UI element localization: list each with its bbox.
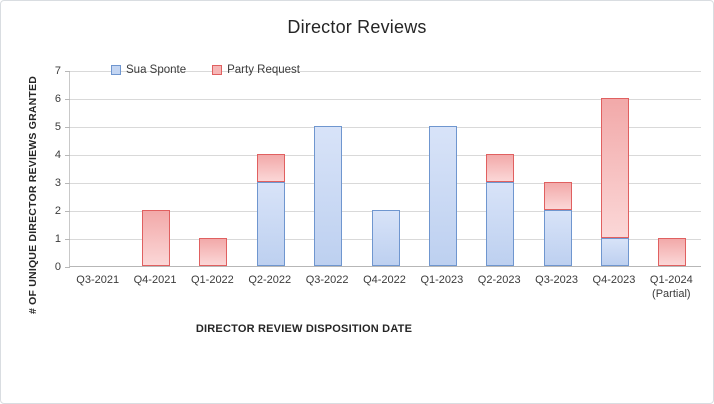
bar-segment-party-request bbox=[256, 154, 285, 182]
x-tick-label: Q3-2023 bbox=[535, 274, 578, 286]
legend: Sua Sponte Party Request bbox=[111, 64, 300, 76]
legend-swatch bbox=[111, 65, 121, 75]
bar-segment-party-request bbox=[486, 154, 515, 182]
y-axis-title: # OF UNIQUE DIRECTOR REVIEWS GRANTED bbox=[27, 75, 39, 315]
y-tick-mark bbox=[65, 71, 70, 72]
x-tick-label: Q3-2021 bbox=[76, 274, 120, 286]
x-tick-label: Q1-2023 bbox=[420, 274, 464, 286]
chart-title: Director Reviews bbox=[287, 17, 427, 37]
y-tick-mark bbox=[65, 183, 70, 184]
x-axis: Q3-2021 Q4-2021 Q1-2022 Q2-2022 Q3-2022 Q4-20… bbox=[69, 273, 701, 317]
bar-segment-sua-sponte bbox=[314, 126, 343, 266]
x-axis-title: DIRECTOR REVIEW DISPOSITION DATE bbox=[195, 323, 413, 335]
y-tick-label: 0 bbox=[54, 261, 61, 273]
bar-segment-party-request bbox=[658, 238, 687, 266]
y-tick-mark bbox=[65, 127, 70, 128]
gridline bbox=[70, 99, 701, 100]
x-tick-label: Q2-2022 bbox=[248, 274, 292, 286]
gridline bbox=[70, 71, 701, 72]
legend-item: Party Request bbox=[212, 64, 300, 76]
y-tick-label: 6 bbox=[54, 93, 61, 105]
y-tick-mark bbox=[65, 99, 70, 100]
legend-label: Sua Sponte bbox=[126, 64, 187, 76]
y-tick-label: 2 bbox=[54, 205, 61, 217]
bar-segment-sua-sponte bbox=[543, 210, 572, 266]
bar-segment-party-request bbox=[543, 182, 572, 210]
bar-segment-sua-sponte bbox=[600, 238, 629, 266]
bar-segment-sua-sponte bbox=[371, 210, 400, 266]
bar-segment-sua-sponte bbox=[486, 182, 515, 266]
gridline bbox=[70, 155, 701, 156]
y-tick-label: 1 bbox=[54, 233, 61, 245]
legend-item: Sua Sponte bbox=[111, 64, 186, 76]
x-tick-label: Q1-2022 bbox=[190, 274, 234, 286]
bar-segment-sua-sponte bbox=[428, 126, 457, 266]
plot-area bbox=[65, 71, 701, 268]
x-tick-label: Q4-2022 bbox=[363, 274, 406, 286]
bar-segment-party-request bbox=[199, 238, 228, 266]
y-tick-mark bbox=[65, 211, 70, 212]
x-tick-label: Q3-2022 bbox=[305, 274, 349, 286]
x-tick-label: Q4-2021 bbox=[133, 274, 177, 286]
bar-segment-sua-sponte bbox=[256, 182, 285, 266]
legend-label: Party Request bbox=[227, 64, 300, 76]
bar-segment-party-request bbox=[142, 210, 171, 266]
legend-swatch bbox=[212, 65, 223, 75]
gridline bbox=[70, 127, 701, 128]
y-tick-label: 5 bbox=[54, 121, 61, 133]
y-tick-label: 4 bbox=[54, 149, 61, 161]
x-tick-label: Q4-2023 bbox=[592, 274, 636, 286]
bar-segment-party-request bbox=[600, 98, 629, 238]
x-tick-label: Q1-2024 (Partial) bbox=[649, 274, 693, 301]
y-tick-label: 7 bbox=[54, 65, 61, 77]
y-tick-mark bbox=[65, 155, 70, 156]
gridline bbox=[70, 183, 701, 184]
y-tick-label: 3 bbox=[54, 177, 61, 189]
x-tick-label: Q2-2023 bbox=[477, 274, 521, 286]
y-tick-mark bbox=[65, 239, 70, 240]
y-axis: 0 1 2 3 4 5 6 7 bbox=[39, 65, 63, 273]
y-tick-mark bbox=[65, 267, 70, 268]
